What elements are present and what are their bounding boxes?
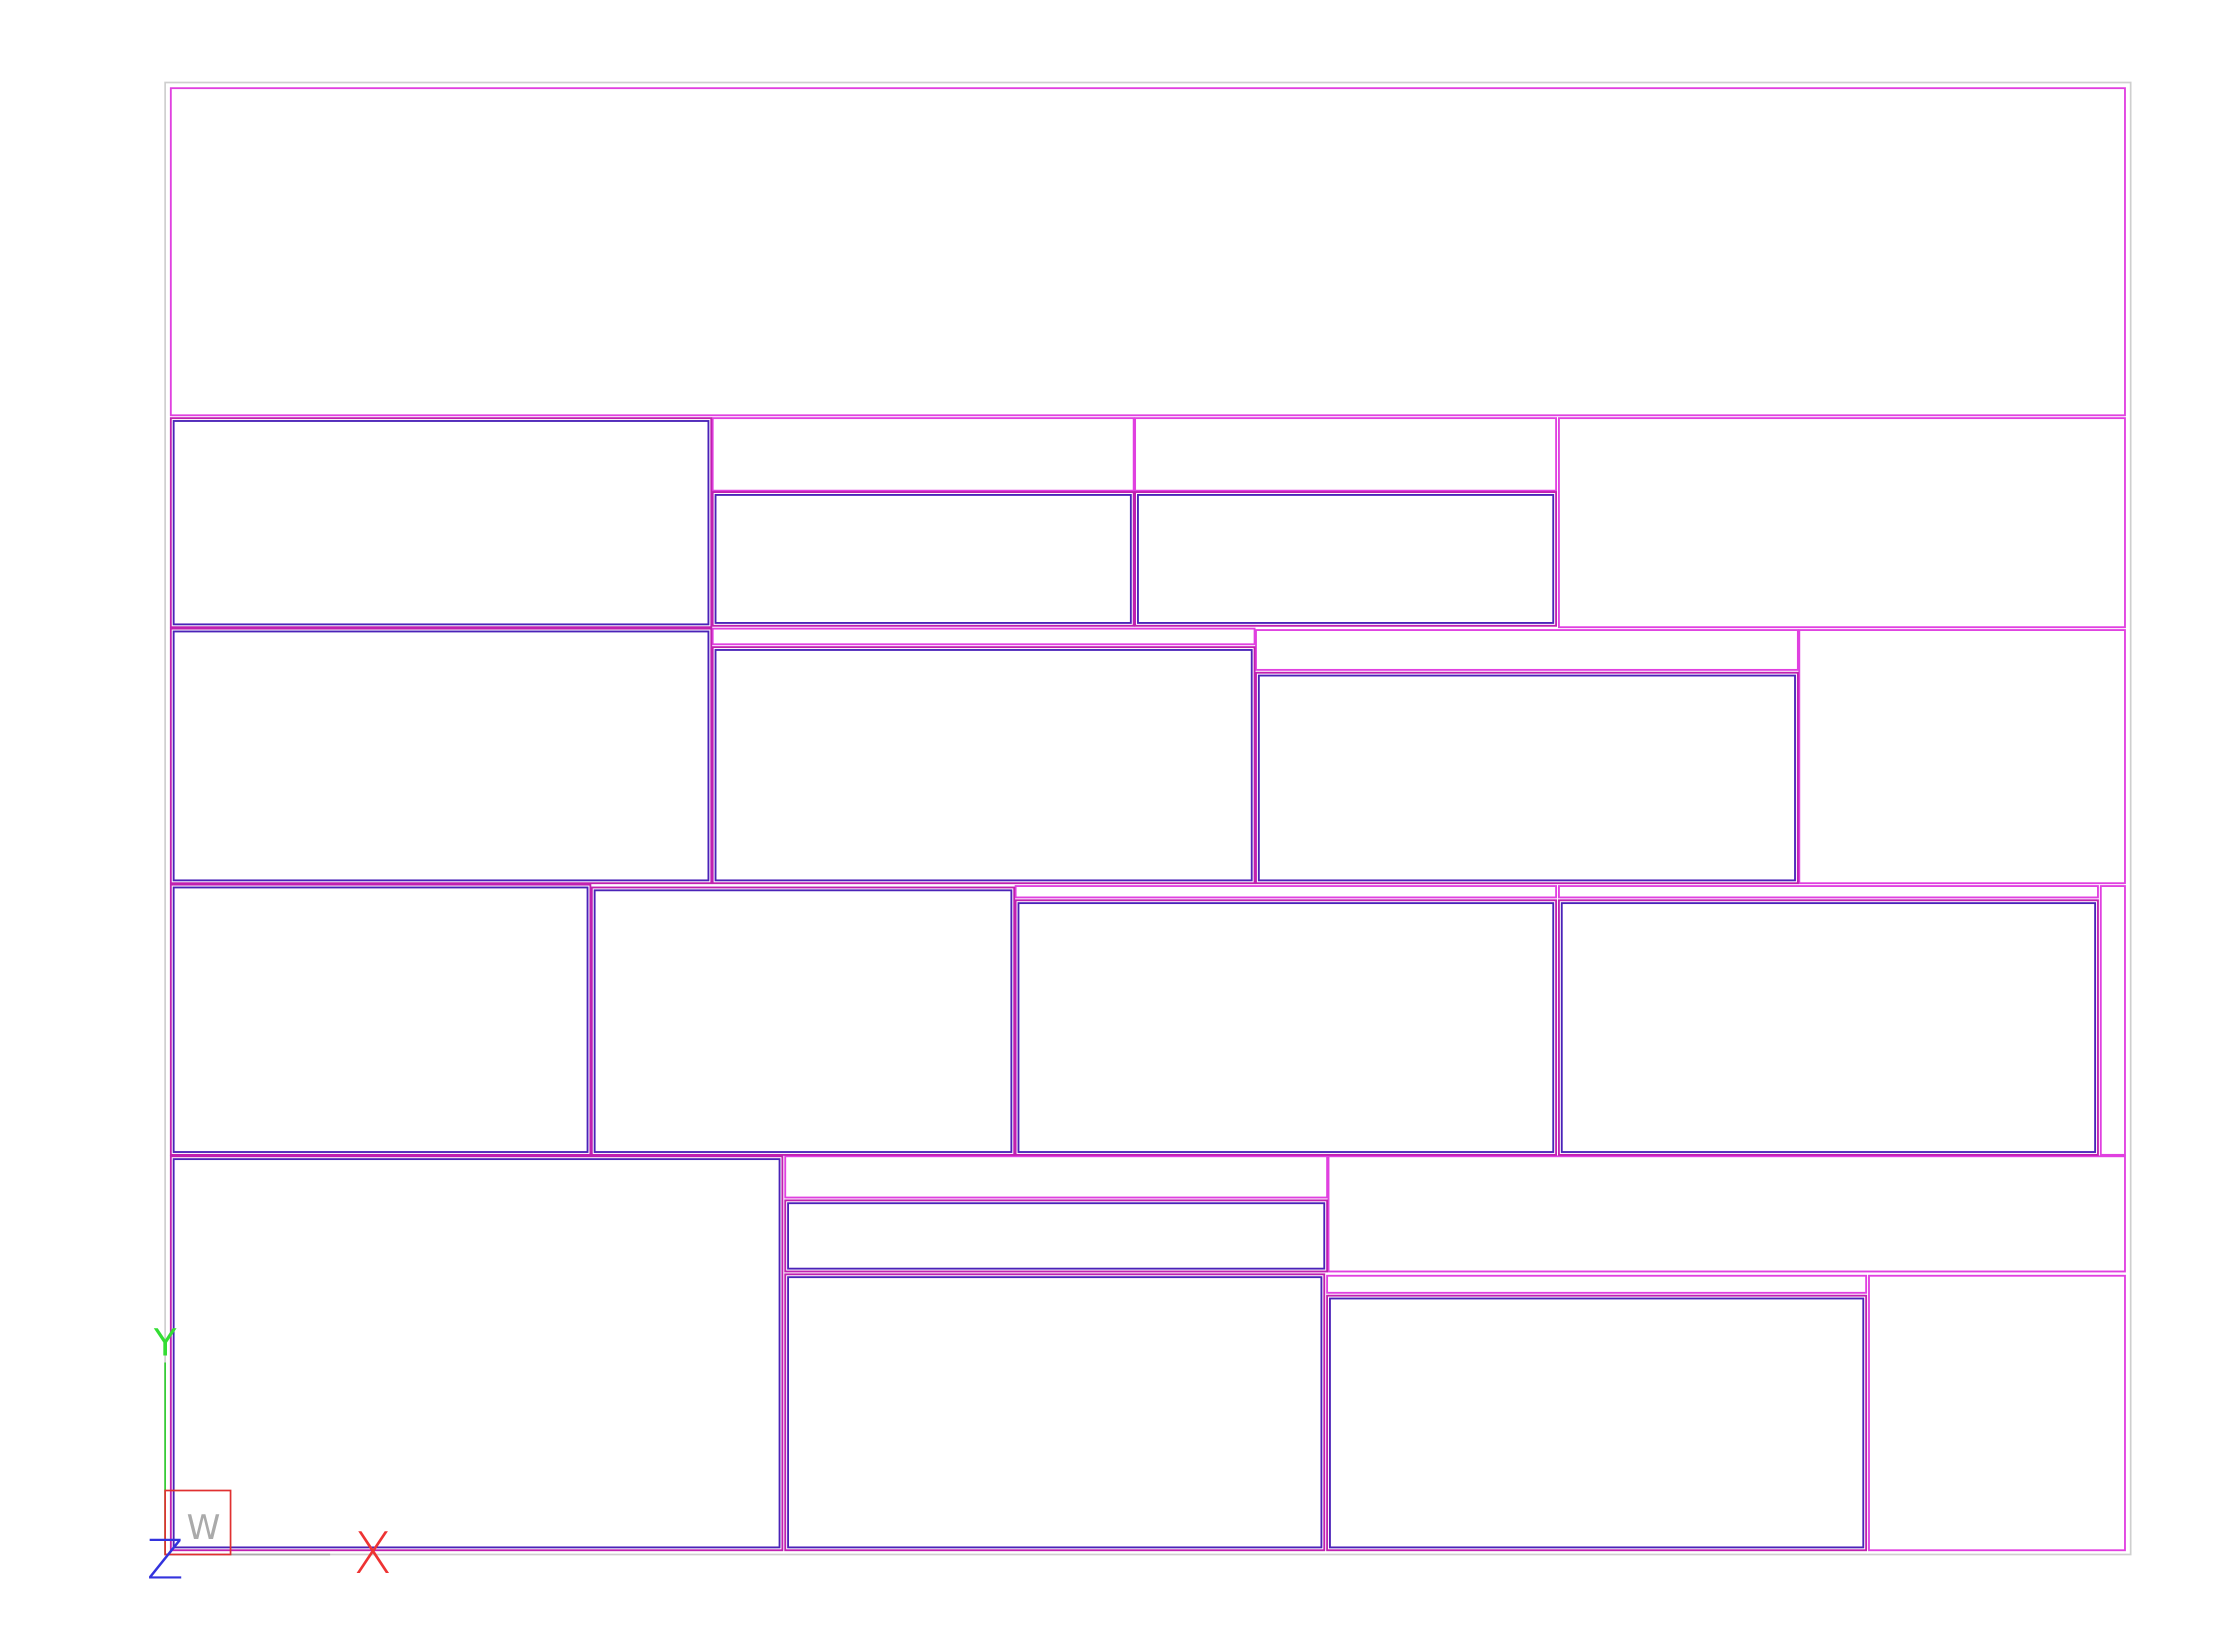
- panel-outer: [169, 417, 713, 629]
- panel-inner: [714, 494, 1132, 624]
- rectangles: [169, 87, 2126, 1552]
- outline-rect: [784, 1155, 1329, 1199]
- outline-rect: [711, 627, 1256, 646]
- panel-inner: [1137, 494, 1555, 624]
- panel-outer: [1326, 1294, 1868, 1552]
- ucs-box: [164, 1489, 232, 1556]
- panel-inner: [172, 420, 710, 626]
- ucs-icon: Y W X Z: [147, 1321, 393, 1591]
- panel-outer: [1014, 899, 1558, 1156]
- panel-outer: [169, 1155, 784, 1552]
- ucs-z-label: Z: [147, 1529, 184, 1592]
- outline-rect: [169, 87, 2126, 417]
- outline-rect: [711, 417, 1135, 492]
- drawing-limits: [164, 81, 2132, 1556]
- panel-outer: [590, 886, 1016, 1156]
- outline-rect: [1014, 885, 1558, 899]
- panel-outer: [784, 1199, 1329, 1273]
- panel-inner: [1329, 1297, 1865, 1549]
- panel-inner: [787, 1276, 1323, 1549]
- panel-inner: [787, 1202, 1326, 1270]
- outline-rect: [1558, 885, 2099, 899]
- panel-outer: [1255, 671, 1799, 885]
- panel-inner: [172, 886, 589, 1153]
- panel-outer: [169, 883, 592, 1156]
- outline-rect: [1134, 417, 1558, 492]
- panel-inner: [1560, 902, 2097, 1153]
- outline-rect: [1255, 629, 1799, 671]
- outline-rect: [2099, 885, 2126, 1156]
- ucs-x-label: X: [353, 1521, 392, 1587]
- panel-outer: [1558, 899, 2099, 1156]
- panel-outer: [1134, 491, 1558, 627]
- outline-rect: [1558, 417, 2126, 629]
- panel-inner: [1017, 902, 1555, 1153]
- panel-outer: [784, 1273, 1326, 1552]
- ucs-view-label: W: [187, 1508, 221, 1548]
- outline-rect: [1327, 1155, 2126, 1273]
- panel-outer: [711, 646, 1256, 885]
- outline-rect: [1326, 1274, 1868, 1294]
- panel-inner: [172, 630, 710, 882]
- outline-rect: [1868, 1274, 2126, 1552]
- panel-inner: [172, 1158, 781, 1549]
- panel-inner: [1257, 674, 1796, 882]
- panel-inner: [593, 889, 1013, 1153]
- outline-rect: [1798, 629, 2126, 885]
- panel-outer: [711, 491, 1135, 627]
- panel-inner: [714, 649, 1253, 882]
- ucs-y-label: Y: [153, 1321, 177, 1364]
- panel-outer: [169, 627, 713, 885]
